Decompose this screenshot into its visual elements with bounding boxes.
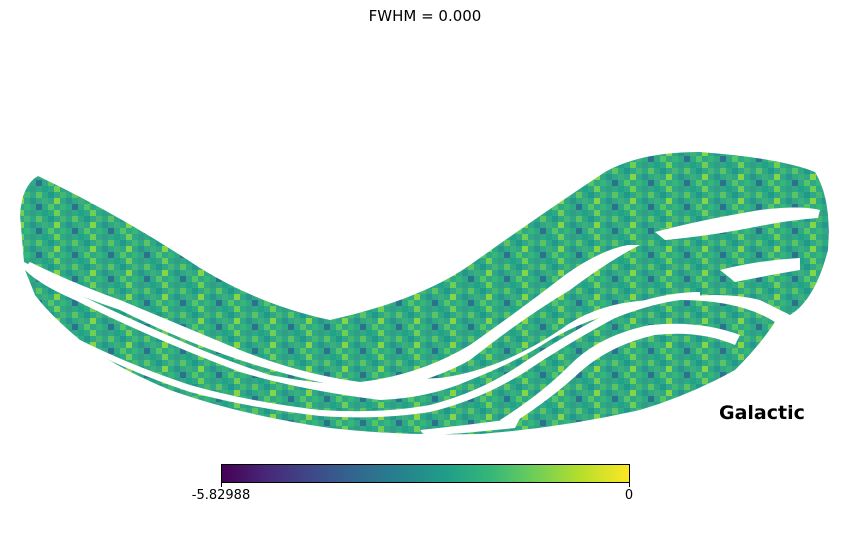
sky-gap-4	[655, 207, 820, 240]
sky-gap-6	[420, 418, 520, 436]
sky-gap-1	[24, 245, 640, 390]
colorbar-min-label: -5.82988	[191, 488, 251, 503]
colorbar-max-label: 0	[624, 488, 634, 503]
coordinate-system-label: Galactic	[719, 402, 805, 424]
sky-gap-3	[500, 323, 740, 425]
sky-gap-2	[80, 292, 700, 418]
plot-title: FWHM = 0.000	[368, 7, 482, 25]
colorbar	[221, 464, 630, 483]
sky-gap-5	[720, 258, 800, 282]
colorbar-min-tick	[221, 482, 222, 487]
colorbar-max-tick	[629, 482, 630, 487]
sky-band-upper	[20, 152, 829, 385]
